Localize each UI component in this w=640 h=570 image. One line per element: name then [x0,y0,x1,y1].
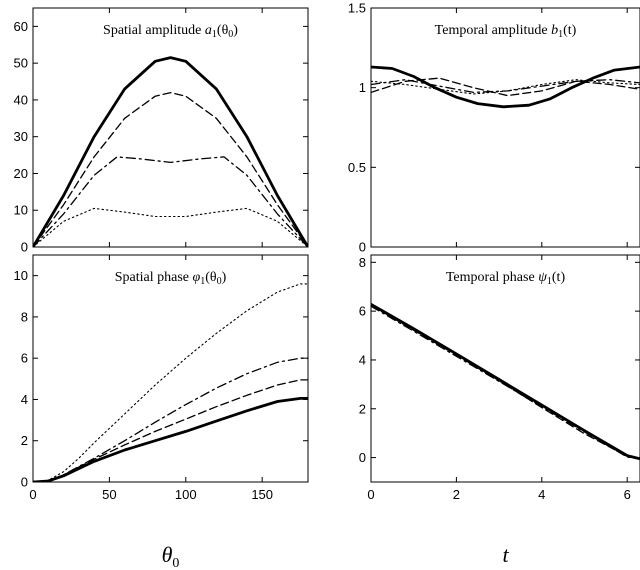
x-axis-label: t [502,542,509,567]
x-tick-label: 100 [175,487,197,502]
series-line-dashed [33,379,308,482]
series-line-solid [33,396,308,482]
x-tick-label: 150 [251,487,273,502]
series-line-dotted [33,283,308,482]
panel-title: Spatial phase φ1(θ0) [115,270,227,287]
x-tick-label: 2 [453,487,460,502]
y-tick-label: 0.5 [348,160,366,175]
x-tick-label: 4 [538,487,545,502]
y-tick-label: 2 [21,433,28,448]
panel-temporal-phase: 0 2 4 6 8 0 2 4 6 Temporal phase ψ1(t) t [359,254,640,567]
axes-frame [370,254,640,483]
y-tick-label: 8 [21,309,28,324]
panel-temporal-amplitude: 0 0.5 1 1.5 Temporal amplitude b1(t) [348,1,640,255]
x-tick-label: 50 [102,487,116,502]
axes-frame [370,7,640,248]
y-tick-label: 0 [359,450,366,465]
series-line-dotted [371,79,640,95]
x-tick-label: 0 [29,487,36,502]
panel-spatial-amplitude: 0 10 20 30 40 50 60 Spatial amplitude a1(θ0) [14,7,309,255]
series-line-dashdot [33,156,308,247]
series-line-dashdot [371,305,640,460]
series-line-dotted [33,207,308,247]
axes-frame [32,7,309,248]
axes-frame [32,254,309,483]
y-tick-label: 8 [359,255,366,270]
y-tick-label: 4 [359,352,366,367]
y-tick-label: 0 [359,240,366,255]
x-axis-label: θ0 [162,542,180,570]
series-line-dashed [371,77,640,97]
y-tick-label: 0 [21,475,28,490]
y-tick-label: 0 [21,240,28,255]
y-tick-label: 10 [14,268,28,283]
series-line-solid [371,65,640,109]
y-tick-label: 50 [14,56,28,71]
series-line-dashed [33,91,308,247]
y-tick-label: 4 [21,392,28,407]
y-tick-label: 30 [14,129,28,144]
series-line-dashdot [33,357,308,482]
panel-title: Temporal phase ψ1(t) [446,270,566,287]
y-tick-label: 10 [14,203,28,218]
panel-title: Spatial amplitude a1(θ0) [103,23,238,40]
y-tick-label: 60 [14,19,28,34]
series-line-dotted [371,303,640,460]
y-tick-label: 20 [14,166,28,181]
y-tick-label: 40 [14,92,28,107]
series-line-solid [33,56,308,247]
x-tick-label: 0 [367,487,374,502]
y-tick-label: 6 [21,351,28,366]
panel-title: Temporal amplitude b1(t) [435,23,577,40]
y-tick-label: 1.5 [348,1,366,16]
series-line-dashdot [371,79,640,94]
y-tick-label: 1 [359,80,366,95]
y-tick-label: 6 [359,304,366,319]
x-tick-label: 6 [624,487,631,502]
y-tick-label: 2 [359,401,366,416]
